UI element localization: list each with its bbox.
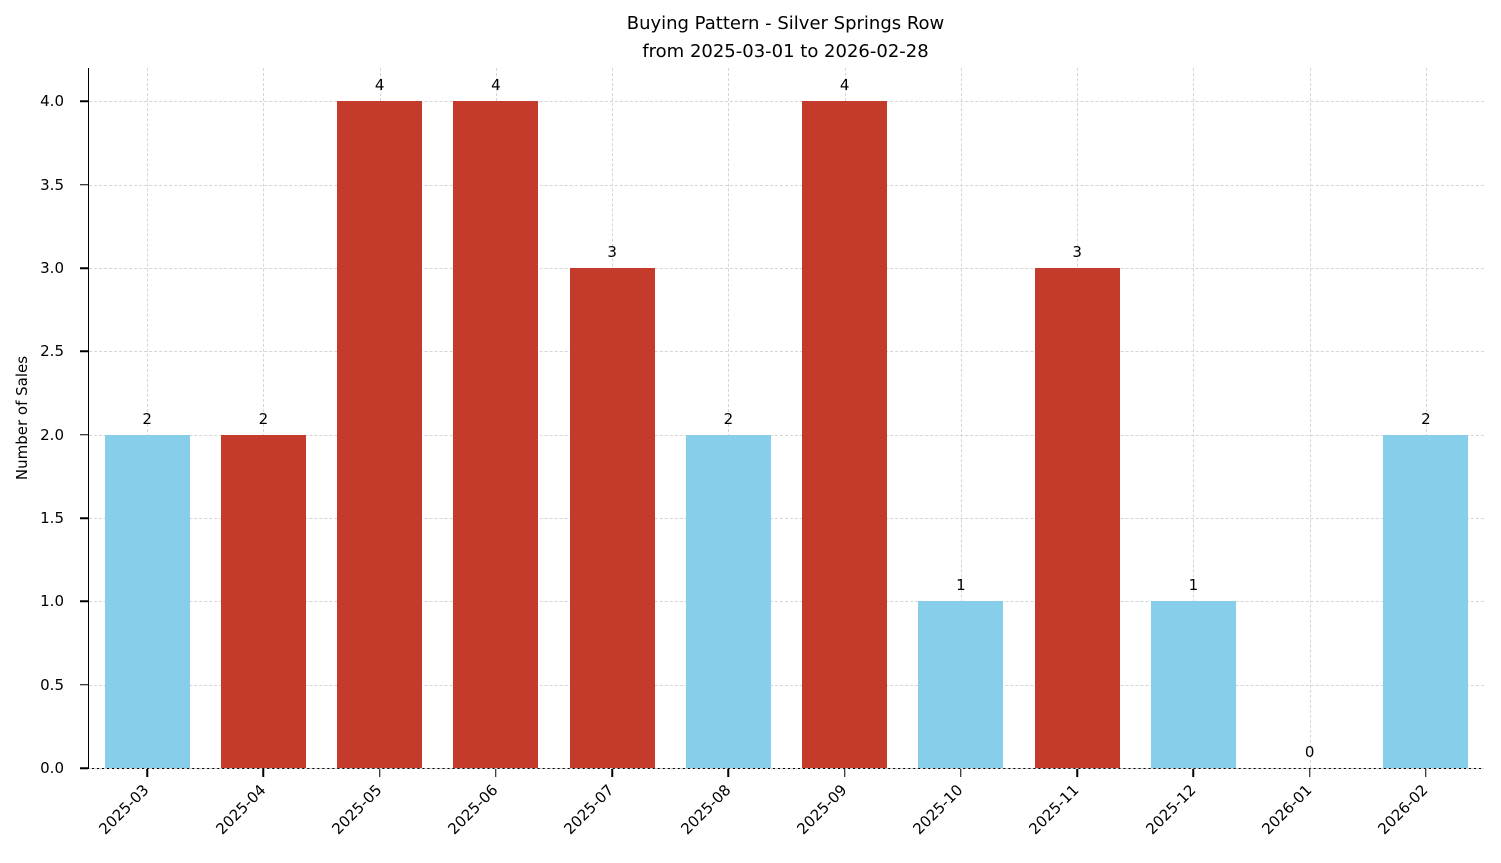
gridline-vertical bbox=[1193, 68, 1195, 768]
y-tick-labels: 0.0 0.5 1.0 1.5 2.0 2.5 3.0 3.5 4.0 bbox=[0, 68, 78, 777]
gridline-horizontal bbox=[89, 184, 1484, 186]
x-tick-label: 2025-11 bbox=[1025, 781, 1083, 839]
x-tick-label: 2025-12 bbox=[1142, 781, 1200, 839]
bar-2025-09 bbox=[802, 101, 888, 768]
x-tick-label: 2025-08 bbox=[677, 781, 735, 839]
chart-title: Buying Pattern - Silver Springs Row bbox=[626, 13, 945, 34]
gridline-vertical bbox=[728, 68, 730, 768]
gridline-vertical bbox=[263, 68, 265, 768]
gridline-vertical bbox=[1309, 68, 1311, 768]
x-tick-label: 2025-05 bbox=[328, 781, 386, 839]
bar-2025-12 bbox=[1150, 601, 1236, 768]
x-tick-mark bbox=[960, 769, 962, 777]
bar-value-label: 4 bbox=[374, 76, 385, 95]
gridline-horizontal bbox=[89, 351, 1484, 353]
bar-2026-02 bbox=[1383, 434, 1469, 768]
bar-2025-03 bbox=[104, 434, 190, 768]
bar-2025-07 bbox=[569, 268, 655, 768]
bar-value-label: 0 bbox=[1304, 743, 1315, 761]
y-tick-label: 2.5 bbox=[40, 342, 64, 361]
bar-value-label: 2 bbox=[1421, 409, 1431, 428]
x-tick-label: 2025-04 bbox=[212, 781, 270, 839]
bar-2025-06 bbox=[453, 101, 539, 768]
gridline-horizontal bbox=[89, 768, 1484, 769]
y-tick-label: 3.0 bbox=[40, 259, 64, 277]
y-tick-mark bbox=[80, 100, 88, 103]
y-tick-label: 3.5 bbox=[40, 175, 64, 194]
x-tick-mark bbox=[843, 769, 846, 777]
y-tick-label: 1.0 bbox=[40, 592, 64, 611]
x-tick-mark bbox=[146, 769, 148, 777]
x-tick-label: 2026-01 bbox=[1258, 781, 1316, 839]
chart-subtitle: from 2025-03-01 to 2026-02-28 bbox=[642, 41, 929, 62]
x-tick-mark bbox=[1308, 769, 1311, 777]
bar-value-label: 1 bbox=[1188, 576, 1199, 595]
x-tick-label: 2025-07 bbox=[560, 781, 618, 839]
bar-value-label: 3 bbox=[1072, 243, 1082, 261]
y-tick-mark bbox=[80, 350, 88, 353]
gridline-horizontal bbox=[89, 684, 1484, 686]
y-tick-mark bbox=[80, 600, 88, 603]
plot-area: 2 2 4 4 3 2 4 1 3 1 0 2 bbox=[80, 68, 1484, 777]
x-tick-label: 2025-09 bbox=[793, 781, 851, 839]
y-tick-mark bbox=[80, 267, 88, 269]
bar-value-label: 2 bbox=[142, 409, 152, 428]
x-tick-mark bbox=[1192, 769, 1195, 777]
x-tick-label: 2025-06 bbox=[444, 781, 502, 839]
bar-value-label: 2 bbox=[723, 409, 734, 428]
y-tick-mark bbox=[80, 683, 88, 686]
x-tick-mark bbox=[378, 769, 381, 777]
y-tick-mark bbox=[80, 517, 88, 519]
bar-value-label: 3 bbox=[607, 243, 617, 261]
gridline-vertical bbox=[1425, 68, 1427, 768]
bar-value-label: 1 bbox=[956, 576, 966, 595]
y-tick-mark bbox=[80, 433, 88, 436]
x-tick-mark bbox=[611, 769, 613, 777]
x-tick-mark bbox=[1076, 769, 1078, 777]
gridline-horizontal bbox=[89, 101, 1484, 103]
x-tick-mark bbox=[727, 769, 730, 777]
bar-2025-11 bbox=[1034, 268, 1120, 768]
x-tick-label: 2025-10 bbox=[909, 781, 967, 839]
x-tick-mark bbox=[1425, 769, 1427, 777]
x-tick-label: 2026-02 bbox=[1374, 781, 1432, 839]
x-tick-labels: 2025-03 2025-04 2025-05 2025-06 2025-07 2025-… bbox=[88, 769, 1483, 863]
y-tick-mark bbox=[80, 767, 88, 769]
bar-2025-08 bbox=[685, 434, 771, 768]
x-tick-mark bbox=[262, 769, 265, 777]
y-tick-label: 0.0 bbox=[40, 759, 64, 777]
bar-2025-10 bbox=[918, 601, 1004, 768]
bar-2025-05 bbox=[337, 101, 423, 768]
y-tick-mark bbox=[80, 183, 88, 186]
gridline-horizontal bbox=[89, 434, 1484, 436]
gridline-vertical bbox=[147, 68, 149, 768]
y-tick-label: 0.5 bbox=[40, 675, 64, 694]
gridline-horizontal bbox=[89, 268, 1484, 269]
bar-value-label: 4 bbox=[839, 76, 850, 95]
bar-value-label: 2 bbox=[258, 409, 269, 428]
y-tick-label: 1.5 bbox=[40, 509, 64, 527]
gridline-horizontal bbox=[89, 601, 1484, 603]
x-tick-label: 2025-03 bbox=[95, 781, 153, 839]
chart-title-block: Buying Pattern - Silver Springs Row from… bbox=[88, 10, 1483, 66]
y-tick-label: 4.0 bbox=[40, 92, 64, 111]
bar-value-label: 4 bbox=[491, 76, 501, 95]
y-tick-label: 2.0 bbox=[40, 425, 64, 444]
gridline-horizontal bbox=[89, 518, 1484, 519]
gridline-vertical bbox=[960, 68, 962, 768]
x-tick-mark bbox=[495, 769, 497, 777]
bar-2025-04 bbox=[220, 434, 306, 768]
